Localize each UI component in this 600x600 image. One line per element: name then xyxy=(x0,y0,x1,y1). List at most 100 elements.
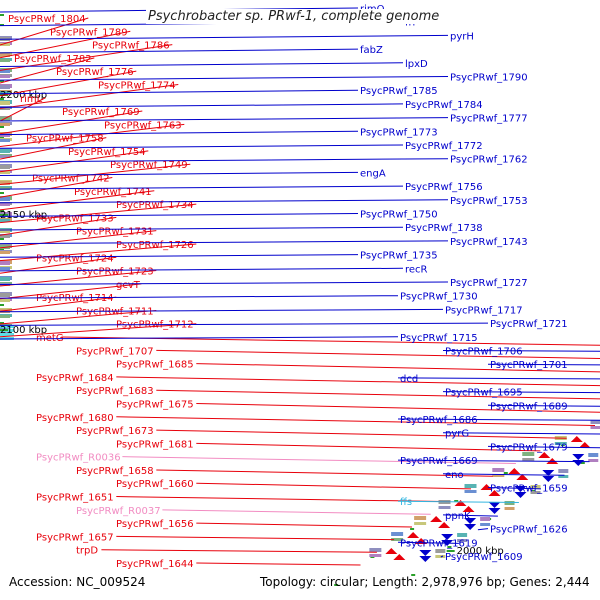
gene-block xyxy=(558,469,569,473)
gene-label-right: PsycPRwf_1626 xyxy=(490,525,568,536)
leader-line-right xyxy=(0,213,359,217)
tick-mark xyxy=(0,98,4,100)
gene-block xyxy=(0,85,10,89)
gene-label-right: PsycPRwf_1772 xyxy=(405,141,483,152)
leader-line-left xyxy=(0,309,157,325)
gene-label-left: PsycPRwf_1724 xyxy=(36,253,114,264)
leader-line-left xyxy=(0,83,179,109)
leader-line-right xyxy=(442,514,498,517)
gene-label-right: PsycPRwf_1743 xyxy=(450,237,528,248)
tick-mark xyxy=(0,24,4,26)
gene-arrow-reverse xyxy=(572,454,585,460)
tick-mark xyxy=(580,462,585,464)
gene-label-left: PsycPRwf_1763 xyxy=(104,120,182,131)
gene-block xyxy=(369,548,382,552)
leader-line-left xyxy=(196,442,541,452)
gene-arrow-forward xyxy=(407,532,420,538)
leader-line-left xyxy=(0,323,197,338)
gene-label-left: PsycPRwf_1656 xyxy=(116,519,194,530)
gene-label-left: PsycPRwf_1683 xyxy=(76,386,154,397)
leader-line-right xyxy=(0,281,449,285)
gene-label-right: PsycPRwf_1756 xyxy=(405,182,483,193)
kbp-tick xyxy=(446,550,455,552)
gene-arrow-reverse xyxy=(542,476,555,482)
leader-line-left xyxy=(0,230,157,249)
leader-line-left xyxy=(196,522,413,528)
tick-mark xyxy=(0,322,4,324)
gene-label-right: eno xyxy=(445,470,464,481)
leader-line-right xyxy=(442,432,600,435)
leader-line-left xyxy=(101,549,377,553)
gene-block xyxy=(0,149,10,153)
gene-block xyxy=(0,155,10,158)
gene-block xyxy=(522,458,535,461)
leader-line-left xyxy=(0,57,95,84)
gene-label-right: PsycPRwf_1715 xyxy=(400,333,478,344)
gene-block xyxy=(0,333,14,336)
tick-mark xyxy=(0,126,4,128)
gene-label-left: PsycPRwf_1726 xyxy=(116,240,194,251)
leader-line-left xyxy=(156,469,493,477)
gene-arrow-reverse xyxy=(441,534,454,540)
gene-arrow-forward xyxy=(570,436,583,442)
gene-label-right: fabZ xyxy=(360,45,383,56)
gene-label-left: PsycPRwf_1673 xyxy=(76,426,154,437)
gene-arrow-forward xyxy=(516,474,529,480)
gene-label-left: PsycPRwf_1731 xyxy=(76,227,154,238)
gene-label-left: PsycPRwf_1754 xyxy=(68,147,146,158)
gene-label-right: PsycPRwf_1701 xyxy=(490,360,568,371)
gene-arrow-reverse xyxy=(419,550,432,556)
leader-line-left xyxy=(0,97,46,122)
gene-block xyxy=(492,468,505,472)
leader-line-left xyxy=(0,243,197,262)
gene-label-right: PsycPRwf_1738 xyxy=(405,223,483,234)
gene-block xyxy=(0,261,10,265)
kbp-label: 2100 kbp xyxy=(0,325,47,336)
gene-label-left: PsycPRwf_1742 xyxy=(32,174,110,185)
tick-mark xyxy=(0,210,4,212)
gene-label-left: PsycPRwf_1774 xyxy=(98,80,176,91)
gene-label-left: PsycPRwf_1712 xyxy=(116,320,194,331)
gene-block xyxy=(0,69,10,73)
genome-summary-text: Topology: circular; Length: 2,978,976 bp… xyxy=(260,575,590,589)
gene-block xyxy=(435,549,446,553)
leader-line-left xyxy=(0,296,117,312)
leader-line-right xyxy=(0,240,449,245)
gene-label-left: PsycPRwf_1804 xyxy=(8,14,86,25)
gene-block xyxy=(435,555,446,558)
gene-block xyxy=(558,475,569,478)
gene-block xyxy=(0,107,10,110)
gene-block xyxy=(0,181,10,185)
leader-line-right xyxy=(0,336,399,340)
leader-line-right xyxy=(397,377,600,380)
leader-line-right xyxy=(0,89,359,95)
kbp-label: 2000 kbp xyxy=(457,546,504,557)
leader-line-left xyxy=(116,535,395,541)
gene-label-right: PsycPRwf_1735 xyxy=(360,251,438,262)
leader-line-left xyxy=(0,203,197,224)
gene-block xyxy=(369,554,382,557)
gene-block xyxy=(554,442,567,445)
gene-block xyxy=(480,517,491,521)
gene-label-right: PsycPRwf_1750 xyxy=(360,210,438,221)
leader-line-right xyxy=(0,62,404,67)
tick-mark xyxy=(0,304,4,306)
leader-line-left xyxy=(0,177,113,198)
gene-label-right: ppnK xyxy=(445,511,471,522)
gene-label-right: PsycPRwf_1619 xyxy=(400,538,478,549)
gene-block xyxy=(0,123,10,126)
gene-label-right: PsycPRwf_1730 xyxy=(400,292,478,303)
gene-label-left: PsycPRwf_1680 xyxy=(36,413,114,424)
leader-line-left xyxy=(0,123,185,147)
leader-line-right xyxy=(440,555,444,558)
gene-label-left: PsycPRwf_1769 xyxy=(62,107,140,118)
gene-label-right: PsycPRwf_1753 xyxy=(450,196,528,207)
gene-arrow-reverse xyxy=(514,492,527,498)
gene-block xyxy=(0,91,10,94)
gene-arrow-forward xyxy=(438,522,451,528)
gene-block xyxy=(588,453,599,457)
leader-line-left xyxy=(116,416,596,426)
leader-line-right xyxy=(0,34,449,40)
leader-line-right xyxy=(442,350,600,352)
gene-label-left: PsycPRwf_R0037 xyxy=(76,506,161,517)
